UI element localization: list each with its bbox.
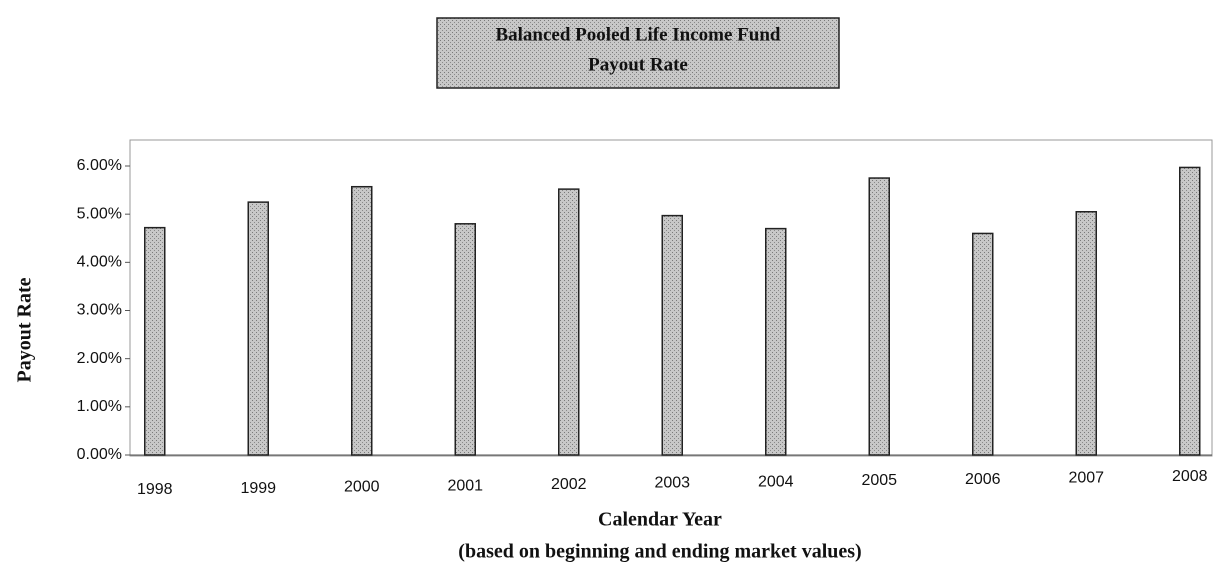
bar bbox=[558, 188, 580, 456]
bar bbox=[1075, 211, 1097, 456]
x-tick-label: 2004 bbox=[758, 473, 794, 490]
bar bbox=[144, 226, 166, 456]
x-tick-label: 2002 bbox=[551, 476, 587, 493]
note: (based on beginning and ending market va… bbox=[458, 541, 861, 563]
bar bbox=[1179, 166, 1201, 456]
x-tick-label: 1998 bbox=[137, 481, 173, 498]
bar bbox=[351, 185, 373, 456]
y-tick-label: 4.00% bbox=[77, 254, 122, 271]
bar bbox=[454, 223, 476, 456]
title-box bbox=[436, 17, 840, 89]
y-tick-label: 3.00% bbox=[77, 302, 122, 319]
x-tick-label: 1999 bbox=[240, 480, 276, 497]
y-tick-label: 1.00% bbox=[77, 398, 122, 415]
y-tick-label: 6.00% bbox=[77, 157, 122, 174]
bar bbox=[972, 232, 994, 456]
x-tick-label: 2001 bbox=[447, 477, 483, 494]
x-tick-label: 2007 bbox=[1068, 470, 1104, 487]
bar bbox=[247, 201, 269, 456]
y-tick-label: 0.00% bbox=[77, 446, 122, 463]
x-tick-label: 2000 bbox=[344, 479, 380, 496]
plot-frame bbox=[129, 139, 1213, 457]
bar bbox=[661, 214, 683, 456]
x-tick-label: 2008 bbox=[1172, 468, 1208, 485]
y-tick-label: 2.00% bbox=[77, 350, 122, 367]
x-tick-label: 2006 bbox=[965, 471, 1001, 488]
chart-title: Balanced Pooled Life Income Fund bbox=[495, 24, 780, 45]
y-tick-label: 5.00% bbox=[77, 205, 122, 222]
bar bbox=[868, 177, 890, 456]
x-tick-label: 2005 bbox=[861, 472, 897, 489]
y-axis-title: Payout Rate bbox=[14, 277, 36, 382]
chart-subtitle: Payout Rate bbox=[588, 54, 688, 75]
x-tick-label: 2003 bbox=[654, 475, 690, 492]
bar bbox=[765, 227, 787, 456]
x-axis-title: Calendar Year bbox=[598, 509, 722, 531]
